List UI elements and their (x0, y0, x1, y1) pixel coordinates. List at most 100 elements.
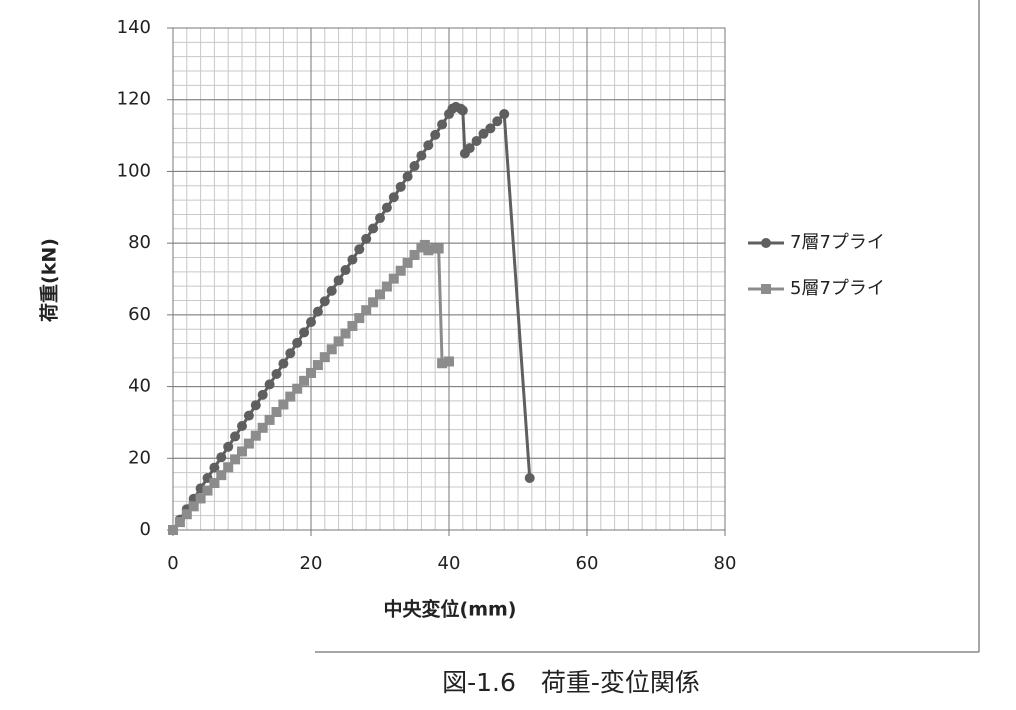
data-point (319, 352, 330, 363)
data-point (524, 473, 535, 484)
data-point (437, 358, 448, 369)
data-point (216, 470, 227, 481)
data-point (174, 517, 185, 528)
y-axis-label: 荷重(kN) (38, 238, 61, 322)
data-point (257, 389, 268, 400)
y-tick-label: 20 (128, 447, 151, 468)
data-point (181, 509, 192, 520)
data-point (306, 317, 316, 328)
data-point (264, 379, 275, 390)
data-point (312, 360, 323, 371)
data-point (381, 281, 392, 292)
y-tick-label: 40 (128, 376, 151, 397)
data-point (285, 348, 296, 359)
data-point (299, 375, 310, 386)
y-tick-label: 140 (117, 17, 151, 38)
data-point (271, 407, 282, 418)
data-point (437, 119, 448, 130)
data-point (230, 454, 241, 465)
data-point (264, 414, 275, 425)
data-point (388, 192, 399, 203)
data-point (188, 501, 199, 512)
data-point (209, 462, 220, 473)
data-point (347, 254, 358, 265)
data-point (257, 422, 268, 433)
data-point (202, 485, 213, 496)
data-point (361, 233, 372, 244)
data-point (243, 410, 254, 421)
data-point (444, 356, 454, 367)
data-point (278, 399, 289, 410)
x-tick-label: 80 (714, 553, 737, 574)
data-point (347, 320, 358, 331)
data-point (230, 431, 241, 442)
x-axis-label: 中央変位(mm) (384, 598, 517, 621)
data-point (499, 109, 510, 120)
x-tick-label: 20 (300, 553, 323, 574)
x-tick-label: 60 (576, 553, 599, 574)
y-tick-label: 100 (117, 160, 151, 181)
data-point (285, 391, 296, 402)
data-point (419, 239, 430, 250)
data-point (478, 128, 489, 139)
data-point (250, 430, 261, 441)
data-point (278, 358, 289, 369)
y-tick-label: 80 (128, 232, 151, 253)
data-point (250, 400, 261, 411)
data-point (430, 129, 441, 140)
data-point (375, 213, 385, 224)
y-tick-label: 60 (128, 304, 151, 325)
data-point (354, 313, 365, 324)
y-tick-label: 120 (117, 89, 151, 110)
data-point (433, 243, 444, 254)
data-point (326, 285, 337, 296)
data-point (237, 446, 247, 457)
data-point (306, 367, 316, 378)
data-point (223, 441, 234, 452)
data-point (388, 273, 399, 284)
y-tick-label: 0 (140, 519, 151, 540)
legend-marker (761, 238, 771, 248)
data-point (395, 181, 406, 192)
x-tick-label: 40 (438, 553, 461, 574)
data-point (368, 223, 379, 234)
data-point (464, 143, 475, 154)
data-point (423, 245, 434, 256)
caption: 図-1.6 荷重-変位関係 (442, 668, 700, 697)
data-point (471, 135, 482, 146)
data-point (243, 438, 254, 449)
data-point (409, 161, 420, 172)
data-point (333, 275, 344, 286)
data-point (416, 150, 427, 161)
data-point (402, 257, 413, 268)
data-point (381, 202, 392, 213)
data-point (423, 140, 434, 151)
data-point (168, 525, 178, 535)
legend-marker (761, 284, 771, 294)
data-point (299, 327, 310, 338)
data-point (333, 336, 344, 347)
plot-border (172, 27, 726, 531)
data-point (237, 421, 247, 432)
data-point (312, 306, 323, 317)
data-point (195, 493, 206, 504)
data-point (271, 369, 282, 380)
data-point (340, 328, 351, 339)
data-point (340, 265, 351, 276)
legend-label: 7層7プライ (790, 232, 885, 253)
data-point (292, 383, 303, 394)
data-point (375, 289, 385, 300)
legend-label: 5層7プライ (790, 278, 885, 299)
data-point (223, 462, 234, 473)
data-point (485, 123, 496, 134)
data-point (368, 297, 379, 308)
data-point (319, 296, 330, 307)
x-tick-label: 0 (167, 553, 178, 574)
data-point (209, 478, 220, 489)
data-point (361, 305, 372, 316)
data-point (395, 265, 406, 276)
data-point (354, 244, 365, 255)
data-point (326, 344, 337, 355)
data-point (409, 249, 420, 260)
